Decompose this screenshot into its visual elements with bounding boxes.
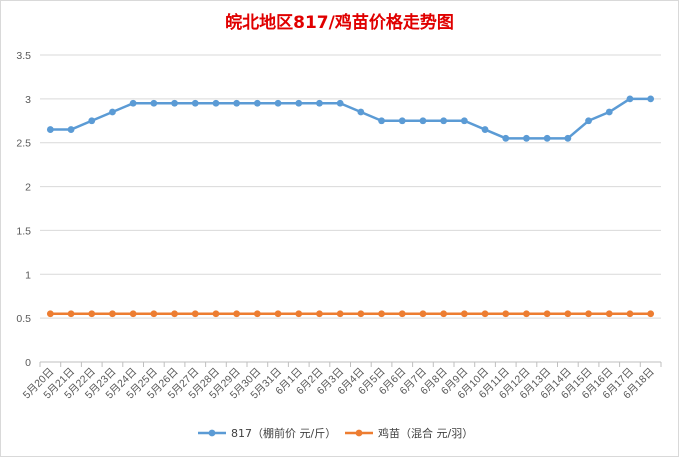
data-point xyxy=(605,310,613,318)
data-point xyxy=(274,310,282,318)
data-point xyxy=(564,310,572,318)
data-point xyxy=(46,126,54,133)
data-point xyxy=(626,95,634,103)
y-tick-label: 1.5 xyxy=(16,225,31,237)
data-point xyxy=(295,99,303,107)
data-point xyxy=(523,134,530,142)
data-point xyxy=(605,108,613,116)
data-point xyxy=(357,310,365,318)
data-point xyxy=(46,310,54,318)
data-point xyxy=(564,134,572,142)
data-point xyxy=(129,99,137,107)
data-point xyxy=(647,95,655,103)
data-point xyxy=(440,310,448,318)
data-point xyxy=(419,117,427,125)
data-point xyxy=(191,99,199,107)
data-point xyxy=(212,99,220,107)
data-point xyxy=(109,108,116,116)
data-point xyxy=(357,108,365,116)
data-point xyxy=(67,126,75,133)
data-point xyxy=(150,310,158,318)
y-tick-label: 2 xyxy=(25,182,31,194)
data-point xyxy=(212,310,220,318)
legend-label: 817（棚前价 元/斤） xyxy=(231,426,336,440)
data-point xyxy=(316,99,323,107)
data-point xyxy=(543,310,551,318)
data-point xyxy=(398,117,406,125)
data-point xyxy=(233,310,241,318)
data-point xyxy=(274,99,282,107)
data-point xyxy=(129,310,137,318)
data-point xyxy=(67,310,75,318)
data-point xyxy=(585,310,592,318)
y-tick-label: 2.5 xyxy=(16,138,31,150)
data-point xyxy=(191,310,199,318)
data-point xyxy=(502,134,510,142)
data-point xyxy=(233,99,241,107)
data-point xyxy=(316,310,323,318)
data-point xyxy=(481,310,489,318)
data-point xyxy=(336,99,344,107)
data-point xyxy=(481,126,489,133)
y-tick-label: 3 xyxy=(25,94,31,106)
data-point xyxy=(419,310,427,318)
data-point xyxy=(253,99,261,107)
data-point xyxy=(460,310,468,318)
data-point xyxy=(336,310,344,318)
data-point xyxy=(378,117,385,125)
data-point xyxy=(378,310,385,318)
y-tick-label: 3.5 xyxy=(16,50,31,62)
data-point xyxy=(626,310,634,318)
data-point xyxy=(523,310,530,318)
legend-marker xyxy=(355,429,363,437)
data-point xyxy=(398,310,406,318)
legend-label: 鸡苗（混合 元/羽） xyxy=(378,426,473,440)
y-tick-label: 0.5 xyxy=(16,313,31,325)
series-line-0 xyxy=(50,97,651,140)
chart-title: 皖北地区817/鸡苗价格走势图 xyxy=(225,13,454,33)
data-point xyxy=(647,310,655,318)
y-tick-label: 0 xyxy=(25,357,31,369)
data-point xyxy=(109,310,116,318)
y-tick-label: 1 xyxy=(25,269,31,281)
data-point xyxy=(295,310,303,318)
data-point xyxy=(543,134,551,142)
data-point xyxy=(253,310,261,318)
data-point xyxy=(171,310,178,318)
data-point xyxy=(440,117,448,125)
data-point xyxy=(88,117,96,125)
data-point xyxy=(171,99,178,107)
data-point xyxy=(88,310,96,318)
data-point xyxy=(585,117,592,125)
data-point xyxy=(460,117,468,125)
legend-marker xyxy=(208,429,216,437)
data-point xyxy=(150,99,158,107)
data-point xyxy=(502,310,510,318)
